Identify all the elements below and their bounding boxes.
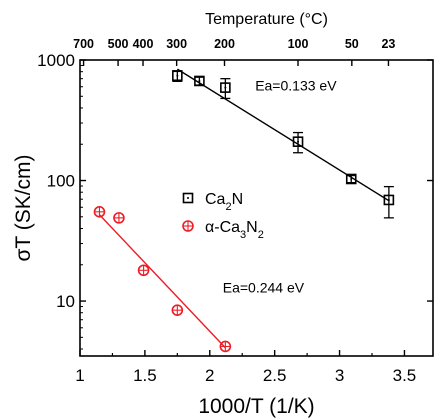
data-point-s0: [194, 75, 205, 87]
x-tick-label: 3.5: [393, 366, 417, 385]
data-point-s1: [137, 264, 150, 277]
plot-frame: [79, 59, 434, 357]
marker-square: [383, 194, 395, 206]
x-tick-label: 2.5: [263, 366, 287, 385]
legend-subscript: 2: [225, 201, 231, 213]
x-tick-label: 2: [205, 366, 214, 385]
annotation: Ea=0.244 eV: [223, 279, 305, 295]
fit-line-0: [176, 68, 390, 202]
marker-center: [224, 86, 227, 89]
marker-square: [345, 173, 357, 185]
data-point-s1: [113, 212, 125, 224]
y-axis-title: σT (SK/cm): [12, 154, 35, 261]
data-point-s0: [345, 173, 357, 185]
legend-text: Ca: [205, 191, 226, 208]
y-tick-label: 1000: [37, 51, 75, 70]
top-tick-label: 50: [345, 37, 359, 51]
y-tick-label: 100: [47, 172, 75, 191]
data-point-s1: [171, 304, 184, 316]
top-tick-label: 23: [381, 37, 395, 51]
marker-center: [387, 198, 390, 201]
marker-square: [172, 70, 183, 82]
legend-label: Ca2N: [205, 191, 243, 213]
legend-subscript: 2: [258, 229, 264, 241]
marker-square: [292, 136, 304, 147]
top-tick-label: 100: [288, 37, 309, 51]
data-point-s1: [219, 340, 232, 353]
marker-center: [198, 79, 201, 82]
legend-marker: [182, 192, 194, 204]
top-tick-label: 700: [73, 37, 94, 51]
x-tick-label: 3: [335, 366, 344, 385]
marker-center: [297, 140, 300, 143]
top-tick-label: 200: [214, 37, 235, 51]
top-axis-title: Temperature (°C): [205, 11, 328, 28]
x-tick-label: 1.5: [133, 366, 157, 385]
marker-center: [350, 177, 353, 180]
x-tick-label: 1: [75, 366, 84, 385]
legend-marker: [182, 220, 194, 232]
legend-text: N: [232, 191, 244, 208]
legend-label: α-Ca3N2: [205, 219, 264, 241]
marker-center: [176, 74, 179, 77]
legend-subscript: 3: [240, 229, 246, 241]
fit-line-1: [98, 214, 226, 349]
marker-square: [194, 75, 205, 87]
data-point-s0: [172, 70, 183, 82]
x-axis-title: 1000/T (1/K): [198, 395, 314, 418]
marker-square: [182, 192, 194, 204]
top-tick-label: 300: [166, 37, 187, 51]
legend-text: N: [246, 219, 258, 236]
annotation: Ea=0.133 eV: [255, 77, 337, 93]
legend-text: α-Ca: [205, 219, 240, 236]
data-point-s1: [93, 206, 106, 218]
data-point-s0: [220, 82, 231, 93]
top-tick-label: 500: [108, 37, 129, 51]
marker-square: [220, 82, 231, 93]
y-tick-label: 10: [56, 292, 75, 311]
marker-center: [187, 197, 189, 199]
top-tick-label: 400: [133, 37, 154, 51]
data-point-s0: [383, 194, 395, 206]
data-point-s0: [292, 136, 304, 147]
